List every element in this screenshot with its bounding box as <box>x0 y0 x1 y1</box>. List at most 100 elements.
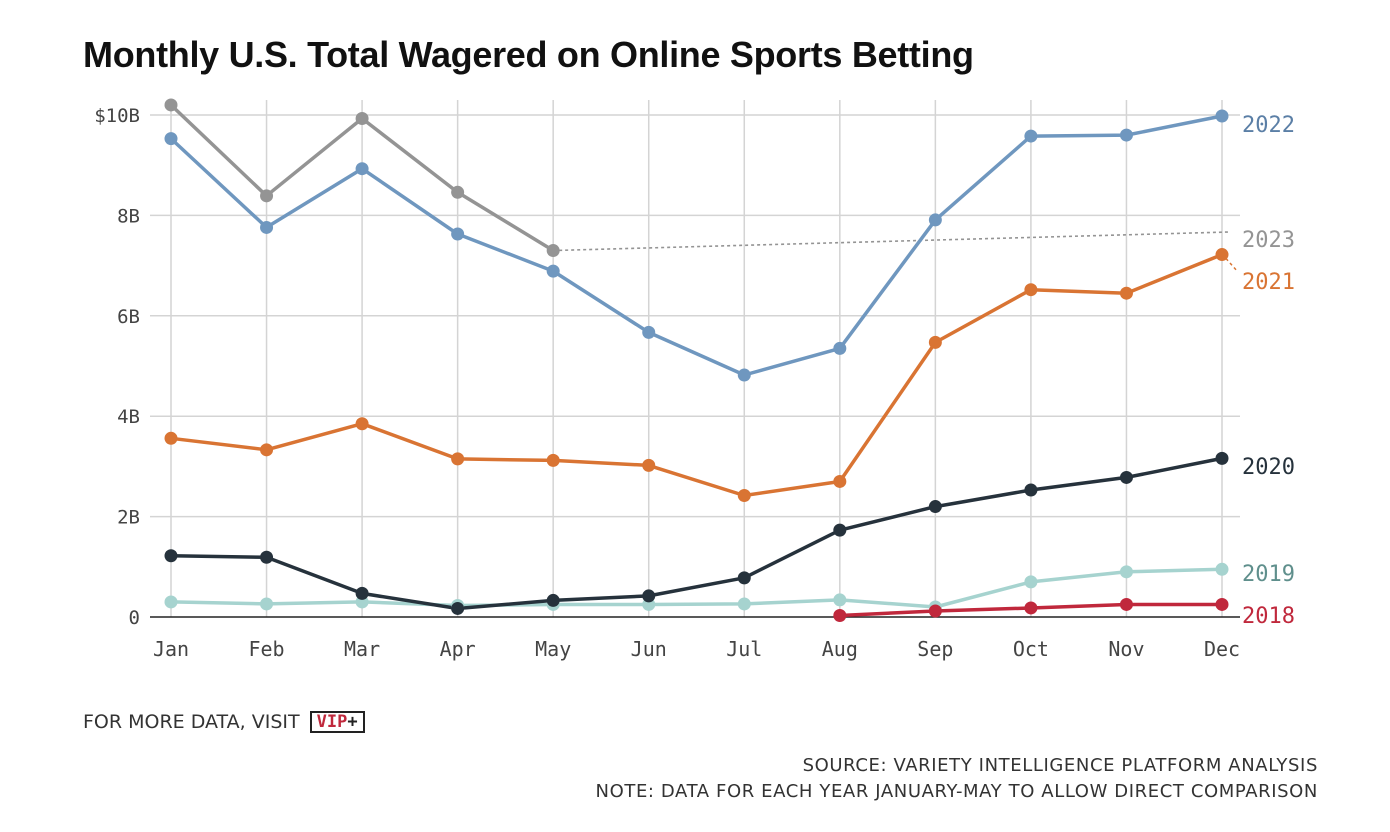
series-line-2019 <box>169 567 1224 609</box>
data-point-2018 <box>1215 597 1229 611</box>
y-tick-label: 4B <box>117 406 140 428</box>
x-tick-label: Nov <box>1108 637 1144 661</box>
data-point-2020 <box>1119 470 1133 484</box>
series-line-2022 <box>169 114 1224 377</box>
data-point-2023 <box>355 112 369 126</box>
data-point-2018 <box>1119 597 1133 611</box>
data-point-2023 <box>451 185 465 199</box>
x-tick-label: Jul <box>726 637 762 661</box>
series-end-label: 2022 <box>1242 113 1295 138</box>
series-points <box>164 98 1229 622</box>
series-line-2021 <box>169 252 1224 498</box>
data-point-2021 <box>1215 248 1229 262</box>
data-point-2020 <box>451 601 465 615</box>
data-point-2021 <box>355 417 369 431</box>
data-point-2021 <box>833 474 847 488</box>
data-point-2020 <box>1215 451 1229 465</box>
series-end-label: 2018 <box>1242 604 1295 629</box>
data-point-2021 <box>451 452 465 466</box>
data-point-2022 <box>1215 109 1229 123</box>
x-tick-label: Feb <box>248 637 284 661</box>
y-tick-label: 8B <box>117 205 140 227</box>
x-tick-label: Jun <box>631 637 667 661</box>
vip-text: VIP <box>316 712 348 732</box>
series-end-labels: 2019 2018 2020 2021 2022 2023 <box>1242 113 1295 629</box>
data-point-2021 <box>164 431 178 445</box>
chart-title: Monthly U.S. Total Wagered on Online Spo… <box>83 34 974 75</box>
y-tick-label: 2B <box>117 507 140 529</box>
data-point-2018 <box>1024 601 1038 615</box>
data-point-2021 <box>737 489 751 503</box>
data-point-2019 <box>164 595 178 609</box>
more-data-callout: FOR MORE DATA, VISIT VIP+ <box>83 711 365 733</box>
label-leader-2021 <box>1225 258 1239 273</box>
cta-text: FOR MORE DATA, VISIT <box>83 711 300 733</box>
data-point-2020 <box>355 586 369 600</box>
data-point-2018 <box>833 608 847 622</box>
data-point-2022 <box>451 227 465 241</box>
data-point-2023 <box>164 98 178 112</box>
data-point-2019 <box>1215 562 1229 576</box>
data-point-2023 <box>260 189 274 203</box>
data-point-2021 <box>642 458 656 472</box>
x-axis-ticks: Jan Feb Mar Apr May Jun Jul Aug Sep Oct Nov Dec <box>153 637 1240 661</box>
data-point-2022 <box>546 264 560 278</box>
x-tick-label: Sep <box>917 637 953 661</box>
y-axis-ticks: 0 2B 4B 6B 8B $10B <box>94 105 140 629</box>
y-tick-label: 6B <box>117 306 140 328</box>
data-point-2020 <box>737 571 751 585</box>
data-point-2020 <box>642 589 656 603</box>
note-line: NOTE: DATA FOR EACH YEAR JANUARY-MAY TO … <box>595 781 1318 802</box>
data-point-2022 <box>833 341 847 355</box>
data-point-2020 <box>164 549 178 563</box>
data-point-2019 <box>1024 575 1038 589</box>
data-point-2022 <box>355 162 369 176</box>
data-point-2019 <box>833 593 847 607</box>
trend-line-2023 <box>553 231 1231 252</box>
data-point-2020 <box>928 500 942 514</box>
line-chart: 0 2B 4B 6B 8B $10B Jan Feb Mar Apr May Jun Jul Aug Se… <box>94 98 1295 661</box>
data-point-2022 <box>1119 128 1133 142</box>
data-point-2023 <box>546 244 560 258</box>
data-point-2021 <box>1119 286 1133 300</box>
x-tick-label: Oct <box>1013 637 1049 661</box>
data-point-2022 <box>928 213 942 227</box>
plus-text: + <box>347 712 358 732</box>
trend-lines <box>553 231 1239 273</box>
data-point-2019 <box>260 597 274 611</box>
data-point-2021 <box>1024 283 1038 297</box>
y-tick-label: $10B <box>94 105 140 127</box>
data-point-2019 <box>1119 565 1133 579</box>
series-lines <box>169 103 1224 618</box>
data-point-2022 <box>642 325 656 339</box>
x-tick-label: Mar <box>344 637 380 661</box>
data-point-2020 <box>1024 483 1038 497</box>
data-point-2022 <box>1024 129 1038 143</box>
x-tick-label: Jan <box>153 637 189 661</box>
series-end-label: 2021 <box>1242 270 1295 295</box>
source-line: SOURCE: VARIETY INTELLIGENCE PLATFORM AN… <box>802 755 1318 776</box>
grid-lines <box>150 100 1240 618</box>
source-notes: SOURCE: VARIETY INTELLIGENCE PLATFORM AN… <box>596 753 1318 805</box>
series-line-2020 <box>169 456 1224 611</box>
x-tick-label: Dec <box>1204 637 1240 661</box>
data-point-2022 <box>164 132 178 146</box>
vip-plus-link[interactable]: VIP+ <box>309 711 365 733</box>
data-point-2020 <box>833 523 847 537</box>
data-point-2020 <box>546 593 560 607</box>
data-point-2022 <box>260 220 274 234</box>
series-end-label: 2019 <box>1242 562 1295 587</box>
data-point-2021 <box>928 335 942 349</box>
data-point-2019 <box>737 597 751 611</box>
x-tick-label: Apr <box>440 637 476 661</box>
x-tick-label: May <box>535 637 571 661</box>
data-point-2021 <box>546 453 560 467</box>
y-tick-label: 0 <box>129 607 140 629</box>
series-end-label: 2020 <box>1242 455 1295 480</box>
data-point-2022 <box>737 368 751 382</box>
data-point-2020 <box>260 550 274 564</box>
data-point-2021 <box>260 443 274 457</box>
series-end-label: 2023 <box>1242 228 1295 253</box>
data-point-2018 <box>928 604 942 618</box>
x-tick-label: Aug <box>822 637 858 661</box>
